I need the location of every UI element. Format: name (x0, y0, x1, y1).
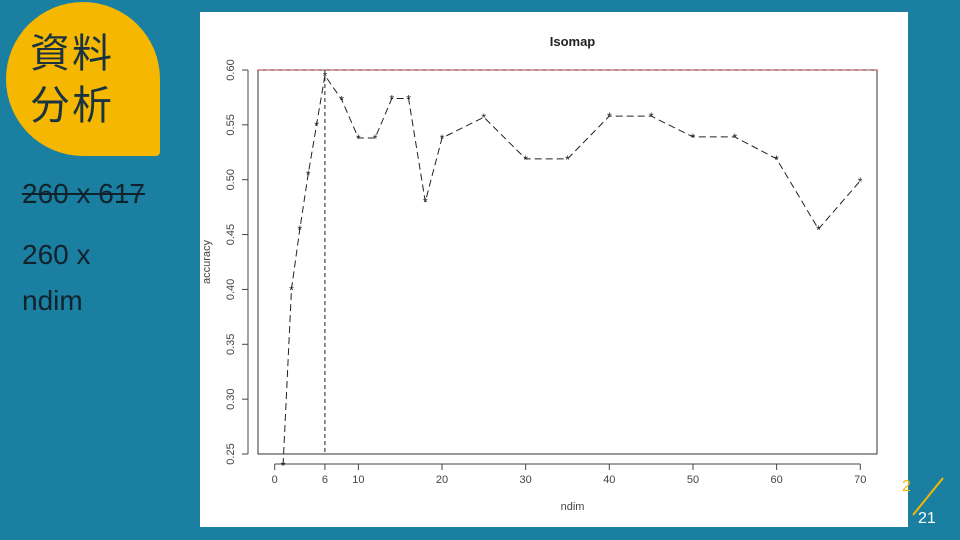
data-point: * (323, 69, 328, 83)
y-tick-label: 0.50 (225, 169, 237, 190)
x-axis-label: ndim (561, 501, 585, 513)
data-point: * (289, 283, 294, 297)
data-point: * (649, 110, 654, 124)
topic-badge (6, 2, 160, 156)
data-point: * (297, 223, 302, 237)
chart-panel: Isomap 0 6 10 20 30 40 50 60 70 ndim 0.25 0.30 0.35 0.… (200, 12, 908, 527)
badge-line-1: 資料 (30, 31, 114, 77)
isomap-chart: Isomap 0 6 10 20 30 40 50 60 70 ndim 0.25 0.30 0.35 0.… (201, 34, 878, 513)
data-point: * (339, 94, 344, 108)
data-point: * (691, 131, 696, 145)
data-point: * (390, 93, 395, 107)
x-tick-label: 20 (436, 474, 448, 486)
chart-title: Isomap (550, 34, 596, 49)
y-tick-label: 0.40 (225, 279, 237, 300)
x-tick-label: 60 (770, 474, 782, 486)
data-point: * (523, 153, 528, 167)
data-point: * (306, 168, 311, 182)
data-point: * (858, 175, 863, 189)
y-tick-label: 0.55 (225, 114, 237, 135)
y-axis-label: accuracy (201, 239, 213, 284)
topic-badge-text: 資料 分析 (30, 28, 114, 132)
struck-dimensions: 260 x 617 (22, 178, 145, 209)
y-tick-label: 0.45 (225, 224, 237, 245)
data-point: * (482, 111, 487, 125)
y-tick-label: 0.35 (225, 334, 237, 355)
page-number-partial: 2 (902, 478, 911, 495)
x-tick-label: 6 (322, 474, 328, 486)
data-point: * (816, 223, 821, 237)
x-tick-label: 30 (520, 474, 532, 486)
x-tick-label: 70 (854, 474, 866, 486)
data-point: * (440, 132, 445, 146)
data-point: * (356, 132, 361, 146)
x-tick-label: 10 (352, 474, 364, 486)
data-point: * (373, 132, 378, 146)
x-tick-label: 50 (687, 474, 699, 486)
data-point: * (406, 93, 411, 107)
page-number: 21 (918, 510, 936, 527)
x-tick-label: 0 (272, 474, 278, 486)
data-point: * (774, 153, 779, 167)
data-point: * (607, 110, 612, 124)
y-tick-label: 0.25 (225, 443, 237, 464)
reduced-dimensions: 260 x ndim (22, 232, 91, 324)
data-point: * (423, 196, 428, 210)
y-tick-label: 0.60 (225, 59, 237, 80)
plot-frame (257, 69, 878, 455)
y-tick-label: 0.30 (225, 388, 237, 409)
dims-line-1: 260 x (22, 239, 91, 270)
data-point: * (314, 119, 319, 133)
page-number-divider (912, 477, 944, 516)
series-line (282, 74, 861, 465)
x-tick-label: 40 (603, 474, 615, 486)
data-point: * (565, 153, 570, 167)
data-point: * (281, 459, 286, 473)
dims-line-2: ndim (22, 285, 83, 316)
badge-line-2: 分析 (30, 83, 114, 129)
data-point: * (732, 131, 737, 145)
